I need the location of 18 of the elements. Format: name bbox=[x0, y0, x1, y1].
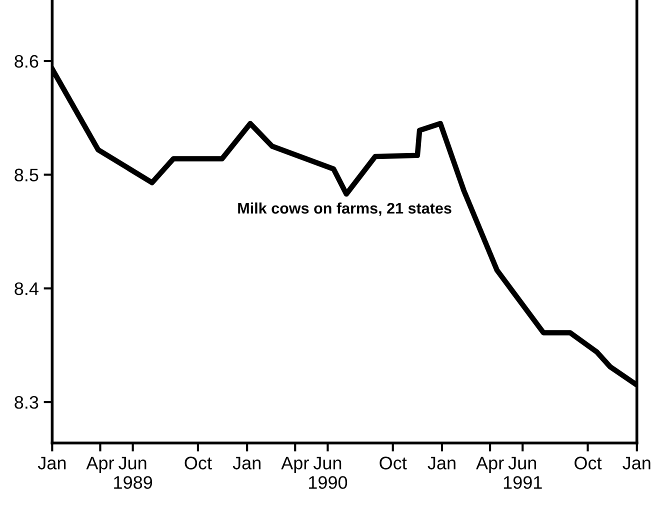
x-tick-label: Jun 1991 bbox=[504, 456, 542, 489]
y-tick-label: 8.3 bbox=[14, 396, 38, 409]
x-tick-label: Apr bbox=[86, 456, 114, 474]
text: Milk cows on farms, 21 states bbox=[238, 202, 452, 216]
x-tick-label: Oct bbox=[184, 456, 212, 470]
x-tick-label: Jan bbox=[622, 456, 650, 470]
x-tick-label: Jun 1990 bbox=[309, 456, 348, 489]
y-tick-label: 8.5 bbox=[14, 168, 38, 182]
x-tick-label: Jun 1989 bbox=[114, 456, 152, 489]
x-tick-label: Apr bbox=[281, 456, 309, 474]
y-tick-label: 8.6 bbox=[14, 54, 38, 68]
x-tick-label: Oct bbox=[380, 456, 407, 470]
x-tick-label: Jan bbox=[38, 456, 66, 470]
x-tick-label: Jan bbox=[232, 456, 260, 470]
y-tick-label: 8.4 bbox=[14, 282, 38, 296]
x-tick-label: Apr bbox=[476, 456, 504, 474]
x-tick-label: Oct bbox=[574, 456, 602, 470]
x-tick-label: Jan bbox=[428, 456, 456, 470]
